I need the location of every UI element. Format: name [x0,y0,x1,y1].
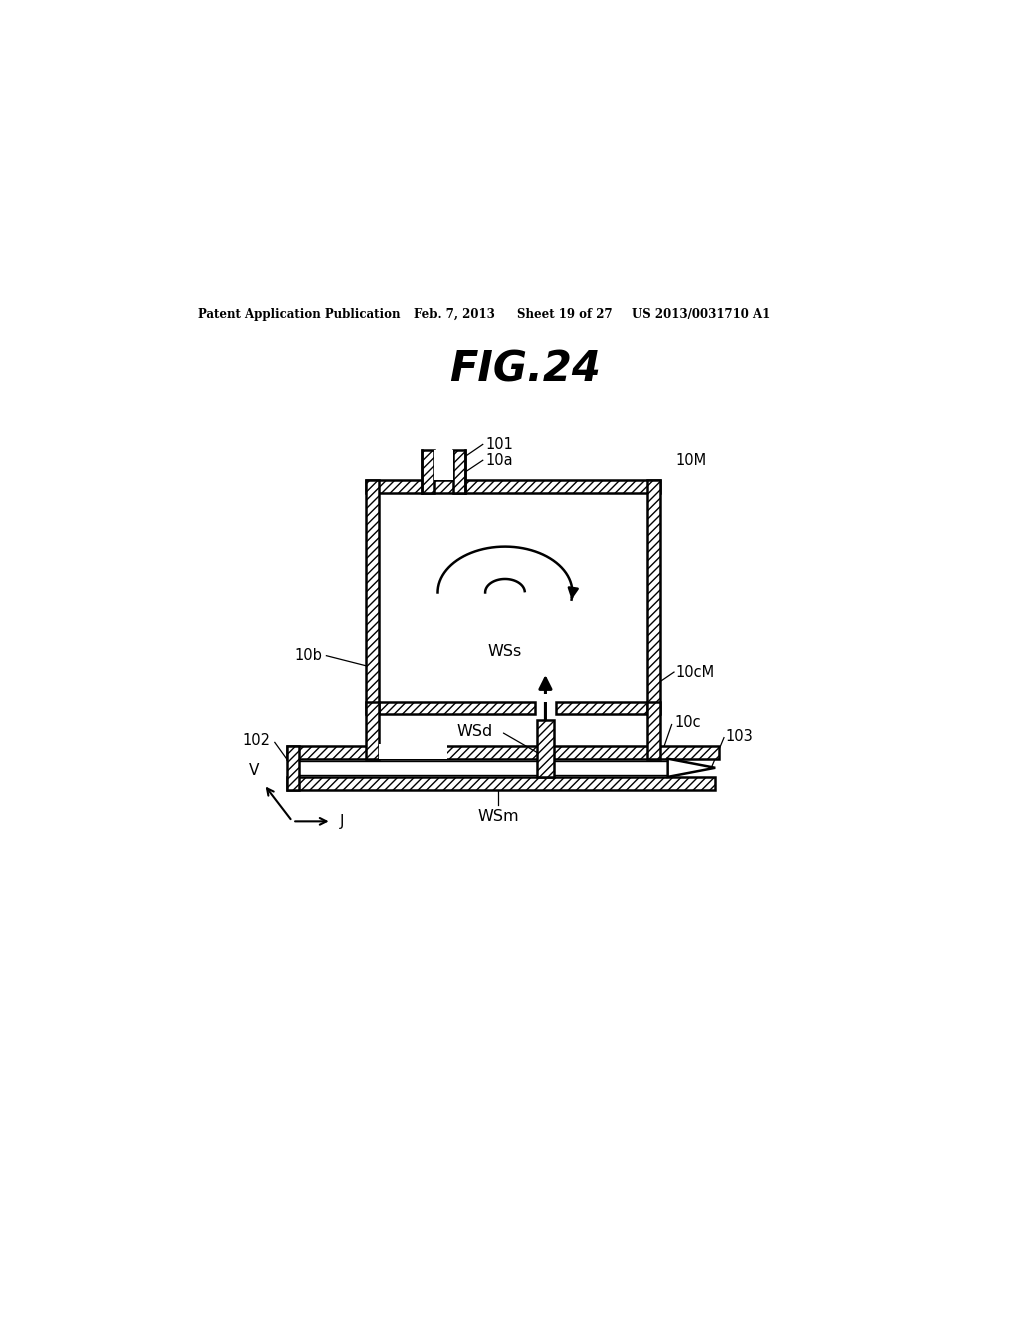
Bar [379,744,447,759]
Text: WSs: WSs [487,644,522,660]
Text: WSm: WSm [477,809,519,825]
Bar [379,701,536,714]
Bar [287,746,719,759]
Bar [367,480,379,714]
Text: WSd: WSd [457,725,494,739]
Bar [647,701,659,759]
Bar [287,777,716,789]
Bar [367,701,379,759]
Text: Feb. 7, 2013: Feb. 7, 2013 [414,308,495,321]
Polygon shape [668,759,715,777]
Text: 10M: 10M [676,453,707,467]
Bar [422,450,434,492]
Text: Patent Application Publication: Patent Application Publication [198,308,400,321]
Bar [556,701,647,714]
Text: 101: 101 [485,437,513,451]
Text: V: V [249,763,259,777]
Bar [647,480,659,714]
Text: 10b: 10b [295,648,323,663]
Text: Sheet 19 of 27: Sheet 19 of 27 [517,308,612,321]
Bar [287,746,299,789]
Bar [537,719,554,777]
Bar [299,759,719,777]
Bar [453,450,465,492]
Text: J: J [340,814,344,829]
Text: 103: 103 [726,729,754,743]
Text: 10cM: 10cM [676,664,715,680]
Bar [434,450,453,480]
Text: 10c: 10c [674,714,700,730]
Text: FIG.24: FIG.24 [449,348,601,389]
Text: 10a: 10a [485,453,513,467]
Bar [379,494,647,701]
Bar [379,701,647,759]
Bar [367,480,659,492]
Text: 102: 102 [243,733,270,747]
Text: US 2013/0031710 A1: US 2013/0031710 A1 [632,308,770,321]
Bar [537,693,554,701]
